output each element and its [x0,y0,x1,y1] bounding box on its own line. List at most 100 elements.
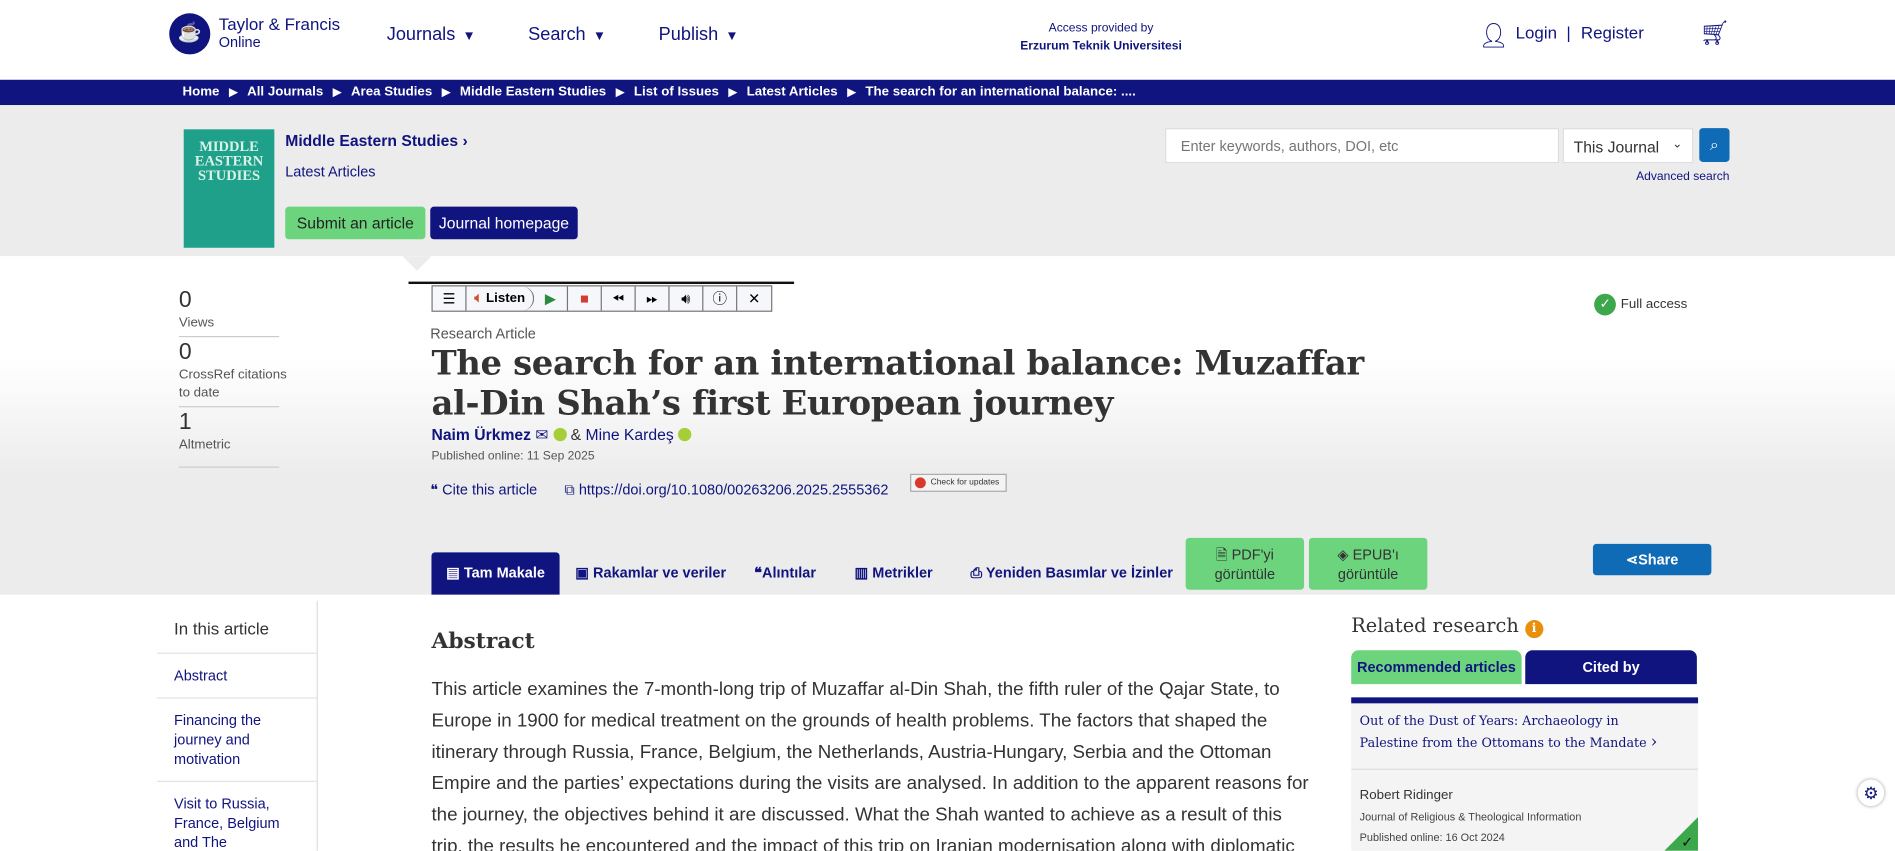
toc-item[interactable]: Abstract [157,652,317,698]
advanced-search-link[interactable]: Advanced search [1636,170,1730,184]
share-icon: ⋖ [1625,551,1639,569]
tab-figures[interactable]: ▣ Rakamlar ve veriler [575,552,726,594]
journal-homepage-button[interactable]: Journal homepage [430,206,578,240]
tab-recommended[interactable]: Recommended articles [1351,650,1522,685]
orcid-icon[interactable] [552,427,567,442]
breadcrumb-area-studies[interactable]: Area Studies [350,84,433,100]
tf-logo-icon[interactable]: ☕ [169,13,211,55]
access-label: Full access [1620,297,1688,312]
related-article-title[interactable]: Out of the Dust of Years: Archaeology in… [1360,712,1680,754]
cart-icon[interactable]: 🛒︎ [1699,20,1730,48]
authors: Naim Ürkmez ✉ & Mine Kardeş [431,425,692,444]
card-published: Published online: 16 Oct 2024 [1359,831,1505,844]
breadcrumb-journal[interactable]: Middle Eastern Studies [459,84,607,100]
listen-button[interactable]: 🔈︎ Listen [467,286,535,311]
related-title: Related research [1351,613,1519,637]
email-icon[interactable]: ✉ [535,425,549,444]
metric-value: 0 [178,287,192,314]
epub-icon: ◈ [1337,546,1349,564]
banner-pointer [402,256,432,271]
search-input[interactable] [1165,128,1560,164]
author-link[interactable]: Naim Ürkmez [431,425,532,444]
related-article-card[interactable]: Out of the Dust of Years: Archaeology in… [1351,703,1699,851]
nav-journals[interactable]: Journals ▼ [387,24,476,45]
register-link[interactable]: Register [1580,22,1644,43]
latest-articles-link[interactable]: Latest Articles [285,163,376,181]
journal-title-link[interactable]: Middle Eastern Studies › [285,132,468,150]
divider [178,335,280,338]
abstract-text: This article examines the 7-month-long t… [431,679,1309,851]
user-icon[interactable]: 👤︎ [1478,22,1509,50]
metric-crossref: 0 CrossRef citations to date [179,340,288,403]
tab-full-article[interactable]: ▤ Tam Makale [431,552,560,595]
article-header-bg [0,256,1895,595]
crossmark-icon [914,477,926,489]
scope-value: This Journal [1573,137,1660,156]
nav-search[interactable]: Search ▼ [528,24,606,45]
check-icon: ✓ [1594,293,1616,316]
tab-cited-by[interactable]: Cited by [1525,650,1697,685]
view-epub-button[interactable]: ◈ EPUB'ı görüntüle [1308,537,1428,590]
speed-icon[interactable]: ⓘ [703,286,738,311]
epub-label2: görüntüle [1337,565,1399,583]
listen-label: Listen [486,291,526,306]
ampersand: & [570,425,582,444]
rewind-icon[interactable]: ⏪︎ [602,286,636,311]
share-button[interactable]: ⋖Share [1592,543,1712,576]
search-button[interactable]: ⌕ [1699,128,1730,162]
tab-reprints[interactable]: ⎙ Yeniden Basımlar ve İzinler [971,552,1173,594]
metric-label: CrossRef citations to date [178,367,287,401]
check-updates-label: Check for updates [930,478,1000,488]
view-pdf-button[interactable]: 🗎︎ PDF'yi görüntüle [1185,537,1305,590]
breadcrumb-home[interactable]: Home [182,84,220,100]
caret-icon: ▶ [441,85,451,98]
chevron-right-icon: › [1650,732,1658,752]
orcid-icon[interactable] [678,427,692,442]
pdf-label2: görüntüle [1214,565,1276,583]
published-date: Published online: 11 Sep 2025 [431,449,595,463]
tab-metrics[interactable]: ▥ Metrikler [854,552,932,594]
accessibility-icon[interactable]: ⚙ [1857,779,1885,807]
toc-item[interactable]: Financing the journey and motivation [157,697,317,780]
play-icon[interactable]: ▶ [534,286,569,311]
access-org: Erzurum Teknik Universitesi [1020,39,1182,54]
volume-icon[interactable]: 🔊︎ [670,286,704,311]
metric-altmetric[interactable]: 1 Altmetric [179,410,231,455]
logo-line1: Taylor & Francis [218,14,341,34]
journal-cover[interactable]: MIDDLE EASTERN STUDIES [183,129,275,248]
menu-icon[interactable]: ☰ [433,286,467,311]
breadcrumb-issues[interactable]: List of Issues [633,84,719,100]
nav-publish[interactable]: Publish ▼ [659,24,739,45]
read-aloud-toolbar: ☰ 🔈︎ Listen ▶ ■ ⏪︎ ⏩︎ 🔊︎ ⓘ ✕ [431,285,773,312]
chevron-right-icon: › [462,131,468,150]
close-icon[interactable]: ✕ [748,290,761,307]
breadcrumb-all-journals[interactable]: All Journals [247,84,324,100]
search-scope-select[interactable]: This Journal ⌄ [1562,128,1694,164]
toc-heading: In this article [174,618,270,639]
tab-citations[interactable]: ❝Alıntılar [754,552,816,594]
tab-label: Alıntılar [761,564,816,582]
chevron-down-icon: ▼ [592,29,607,44]
tab-label: Rakamlar ve veriler [593,564,727,582]
author-link[interactable]: Mine Kardeş [585,425,674,444]
print-icon: ⎙ [970,564,983,582]
epub-label: EPUB'ı [1352,546,1399,564]
divider [178,466,280,468]
breadcrumb-latest[interactable]: Latest Articles [746,84,838,100]
doi-link[interactable]: ⧉ https://doi.org/10.1080/00263206.2025.… [564,481,888,499]
caret-icon: ▶ [615,85,625,98]
logo-text[interactable]: Taylor & Francis Online [218,14,341,52]
document-icon: ▤ [446,564,460,582]
submit-article-button[interactable]: Submit an article [285,206,426,240]
tab-label: Tam Makale [463,564,545,582]
stop-icon[interactable]: ■ [568,286,602,311]
check-updates-badge[interactable]: Check for updates [910,473,1007,492]
divider [1351,768,1699,770]
caret-icon: ▶ [229,85,238,98]
login-link[interactable]: Login [1515,22,1557,43]
cite-link[interactable]: ❝ Cite this article [430,481,537,498]
fast-forward-icon[interactable]: ⏩︎ [636,286,670,311]
toc-item[interactable]: Visit to Russia, France, Belgium and The [157,780,317,851]
info-icon[interactable]: i [1524,620,1544,639]
chevron-down-icon: ▼ [725,29,739,44]
